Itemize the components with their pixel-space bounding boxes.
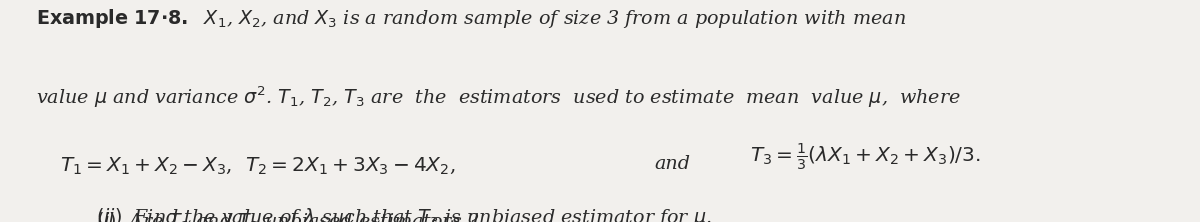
Text: $(i)$  Are $T_1$ and $T_2$ unbiased estimators ?: $(i)$ Are $T_1$ and $T_2$ unbiased estim… (96, 211, 479, 222)
Text: $\bf{Example\ 17{\cdot}8.}$  $X_1$, $X_2$, and $X_3$ is a random sample of size : $\bf{Example\ 17{\cdot}8.}$ $X_1$, $X_2$… (36, 7, 906, 30)
Text: $T_3 = \frac{1}{3}(\lambda X_1 + X_2 + X_3)/3.$: $T_3 = \frac{1}{3}(\lambda X_1 + X_2 + X… (750, 142, 980, 172)
Text: $(ii)$  Find the value of $\lambda$ such that $T_3$ is unbiased estimator for $\: $(ii)$ Find the value of $\lambda$ such … (96, 206, 712, 222)
Text: $T_1 = X_1 + X_2 - X_3$,  $T_2 = 2X_1 + 3X_3 - 4X_2$,: $T_1 = X_1 + X_2 - X_3$, $T_2 = 2X_1 + 3… (60, 155, 456, 176)
Text: value $\mu$ and variance $\sigma^2$. $T_1$, $T_2$, $T_3$ are  the  estimators  u: value $\mu$ and variance $\sigma^2$. $T_… (36, 84, 961, 110)
Text: and: and (654, 155, 690, 173)
